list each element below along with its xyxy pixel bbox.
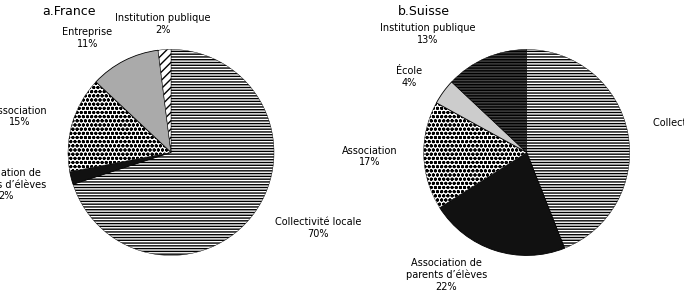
Wedge shape xyxy=(96,50,171,152)
Text: b.Suisse: b.Suisse xyxy=(398,5,450,18)
Text: Association de
parents d’élèves
2%: Association de parents d’élèves 2% xyxy=(0,168,47,201)
Text: Association
15%: Association 15% xyxy=(0,106,47,127)
Wedge shape xyxy=(158,49,171,152)
Wedge shape xyxy=(70,152,171,184)
Wedge shape xyxy=(423,103,527,207)
Wedge shape xyxy=(436,82,527,152)
Wedge shape xyxy=(440,152,564,255)
Text: Institution publique
13%: Institution publique 13% xyxy=(380,23,475,45)
Text: Entreprise
11%: Entreprise 11% xyxy=(62,27,113,49)
Wedge shape xyxy=(527,49,630,248)
Text: Collectivité locale
70%: Collectivité locale 70% xyxy=(275,217,362,239)
Text: Association
17%: Association 17% xyxy=(343,146,398,167)
Wedge shape xyxy=(73,49,274,255)
Text: Collectivité locale
44%: Collectivité locale 44% xyxy=(653,118,684,139)
Text: Institution publique
2%: Institution publique 2% xyxy=(115,13,211,35)
Text: a.France: a.France xyxy=(42,5,96,18)
Text: École
4%: École 4% xyxy=(397,66,423,88)
Wedge shape xyxy=(451,49,527,152)
Text: Association de
parents d’élèves
22%: Association de parents d’élèves 22% xyxy=(406,258,487,292)
Wedge shape xyxy=(68,82,171,172)
